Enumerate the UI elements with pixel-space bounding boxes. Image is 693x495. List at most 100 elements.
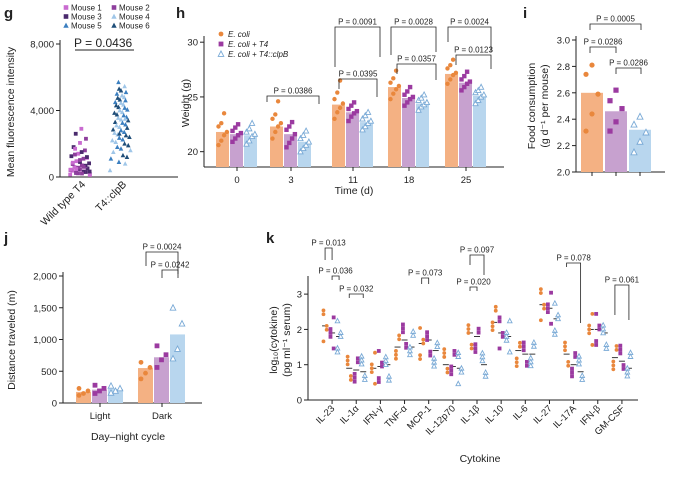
h-bar [346, 112, 359, 167]
g-data-point [70, 160, 75, 165]
k-cmp-5-bracket [469, 286, 478, 291]
g-data-point [116, 86, 122, 91]
k-data-point [410, 331, 417, 338]
i-data-point [613, 87, 619, 93]
j-data-point [97, 388, 102, 394]
h-data-point [221, 111, 227, 116]
k-data-point [555, 315, 562, 322]
g-data-point [113, 103, 119, 108]
k-data-point [476, 326, 481, 331]
j-y-axis-label: Distance traveled (m) [6, 290, 18, 390]
j-y-tick-label: 2,000 [33, 272, 57, 283]
h-cmp-5-bracket [396, 63, 437, 80]
k-cmp-0-label: P = 0.013 [311, 239, 346, 248]
h-data-point [464, 69, 470, 74]
k-data-point [590, 343, 595, 347]
k-data-point [397, 333, 402, 338]
h-cmp-2-label: P = 0.0024 [450, 18, 489, 27]
k-data-point [551, 330, 558, 337]
h-data-point [233, 125, 238, 130]
h-data-point [361, 122, 369, 130]
h-bar [388, 87, 401, 167]
k-y-tick-label: 0 [297, 396, 302, 407]
g-data-point [110, 137, 115, 143]
i-y-axis-label: Food consumption [526, 63, 538, 150]
j-data-point [169, 303, 177, 311]
g-data-point [128, 147, 133, 153]
k-cmp-3-label: P = 0.073 [408, 269, 443, 278]
h-data-point [354, 108, 360, 114]
g-data-point [123, 89, 129, 95]
g-data-point [111, 149, 116, 154]
g-data-point [124, 125, 130, 130]
k-data-point [369, 366, 374, 371]
g-data-point [112, 130, 117, 135]
g-data-point [113, 139, 119, 144]
h-x-tick-label: 18 [404, 175, 415, 186]
i-data-point [642, 128, 650, 136]
g-data-point [74, 171, 79, 175]
h-data-point [287, 124, 292, 129]
k-data-point [466, 327, 471, 331]
h-data-point [273, 112, 278, 117]
j-data-point [173, 345, 182, 352]
g-legend-marker [111, 13, 117, 19]
h-data-point [299, 144, 307, 152]
h-data-point [349, 103, 354, 108]
h-data-point [359, 126, 366, 133]
g-data-point [87, 161, 91, 166]
k-data-point [490, 328, 495, 333]
h-data-point [405, 89, 410, 94]
h-data-point [297, 147, 304, 155]
k-data-point [452, 352, 457, 357]
g-data-point [119, 93, 125, 98]
g-data-point [110, 127, 116, 132]
h-cmp-3-bracket [266, 95, 320, 104]
g-data-point [87, 173, 92, 177]
h-data-point [245, 124, 253, 132]
k-data-point [455, 353, 462, 359]
k-data-point [466, 331, 471, 335]
g-data-point [120, 152, 126, 158]
g-data-point [116, 104, 121, 110]
i-data-point [630, 148, 638, 156]
g-data-point [73, 146, 78, 151]
k-data-point [594, 311, 599, 316]
h-data-point [467, 79, 473, 84]
k-data-point [545, 310, 550, 315]
i-y-tick-label: 2.6 [557, 88, 570, 99]
h-cmp-6-label: P = 0.0123 [454, 46, 493, 55]
k-cmp-6-label: P = 0.078 [556, 254, 591, 263]
g-data-point [76, 165, 81, 170]
h-data-point [445, 81, 450, 86]
k-cmp-1-bracket [331, 275, 340, 280]
k-data-point [394, 356, 398, 361]
k-data-point [587, 327, 592, 332]
h-data-point [224, 129, 230, 135]
g-legend-label: Mouse 5 [71, 22, 102, 31]
k-data-point [514, 356, 519, 361]
h-bar [459, 82, 472, 167]
h-data-point [230, 139, 235, 145]
h-data-point [297, 134, 304, 142]
i-data-point [613, 119, 619, 125]
h-data-point [391, 91, 396, 96]
k-data-point [369, 370, 374, 375]
h-bar [216, 131, 229, 167]
g-data-point [69, 154, 74, 159]
h-y-tick-label: 30 [187, 38, 198, 49]
k-data-point [469, 342, 474, 347]
k-data-point [404, 345, 409, 350]
j-data-point [143, 370, 148, 376]
h-data-point [337, 105, 343, 111]
k-data-point [452, 349, 457, 353]
k-data-point [348, 377, 353, 382]
h-data-point [284, 127, 289, 132]
k-data-point [442, 355, 447, 359]
k-data-point [490, 320, 495, 325]
panel-letter-h: h [176, 5, 185, 22]
j-data-point [163, 352, 169, 358]
i-y-axis-label-units: (g d⁻¹ per mouse) [539, 64, 551, 147]
j-data-point [92, 391, 98, 396]
g-data-point [74, 159, 79, 164]
